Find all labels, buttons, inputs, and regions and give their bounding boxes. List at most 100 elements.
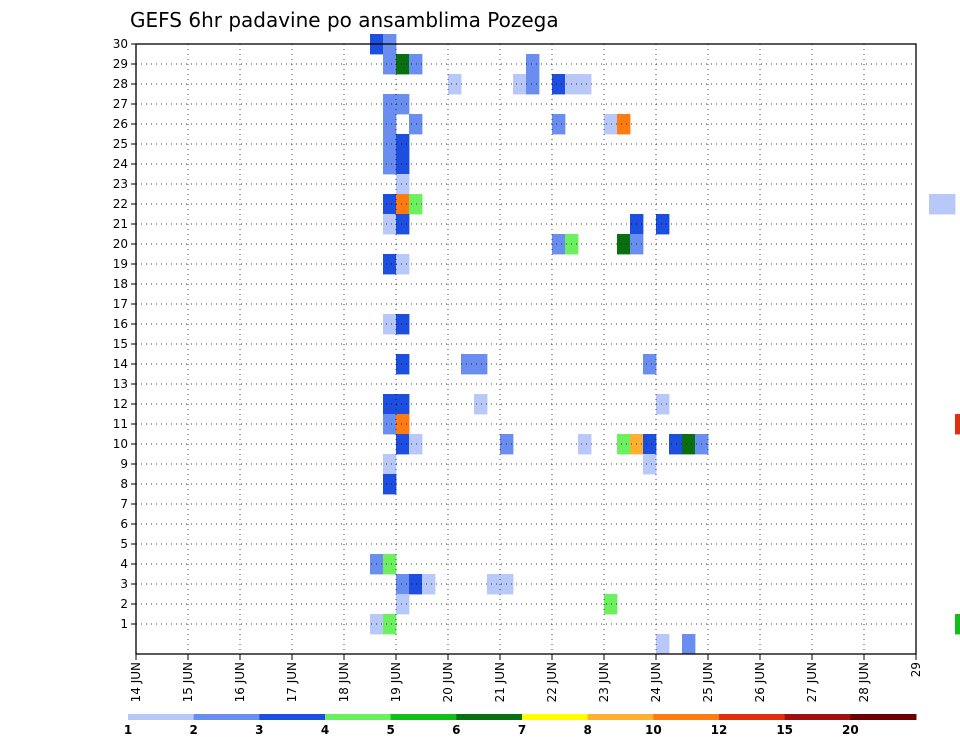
heatmap-cell [669,434,683,455]
heatmap-cell [656,394,670,415]
heatmap-cell [617,114,631,135]
grid-lines [136,44,916,654]
heatmap-cell [448,74,462,95]
colorbar-label: 10 [645,723,662,737]
colorbar-swatch [128,714,195,720]
x-tick-label: 21 JUN [493,662,507,702]
colorbar-swatch [719,714,786,720]
heatmap-cell [955,414,960,435]
heatmap-cell [526,54,540,75]
y-tick-label: 28 [113,77,128,91]
x-tick-label: 18 JUN [337,662,351,702]
heatmap-cell [643,434,657,455]
x-tick-label: 19 JUN [389,662,403,702]
heatmap-cell [513,74,527,95]
colorbar-label: 20 [842,723,859,737]
heatmap-cell [396,174,410,195]
heatmap-cell [526,74,540,95]
colorbar: 1 2 3 4 5 6 7 8 10 12 15 20 [124,714,917,737]
colorbar-label: 15 [776,723,793,737]
y-tick-label: 23 [113,177,128,191]
y-tick-label: 2 [120,597,128,611]
y-tick-label: 10 [113,437,128,451]
y-tick-label: 4 [120,557,128,571]
heatmap-cell [604,594,618,615]
y-tick-label: 15 [113,337,128,351]
x-tick-label: 27 JUN [805,662,819,702]
y-tick-label: 22 [113,197,128,211]
chart-title: GEFS 6hr padavine po ansamblima Pozega [130,8,559,32]
heatmap-cell [461,354,475,375]
y-tick-label: 5 [120,537,128,551]
heatmap-cell [396,214,410,235]
colorbar-label: 2 [189,723,197,737]
heatmap-cell [383,414,397,435]
x-axis: 14 JUN 15 JUN 16 JUN 17 JUN 18 JUN 19 JUN 20 J… [129,654,923,702]
heatmap-cell [643,454,657,475]
y-tick-label: 21 [113,217,128,231]
heatmap-cell [383,614,397,635]
heatmap-cell [409,194,423,215]
heatmap-cell [929,194,943,215]
colorbar-swatch [653,714,720,720]
y-tick-label: 26 [113,117,128,131]
heatmap-cell [396,94,410,115]
heatmap-cell [383,394,397,415]
heatmap-cell [604,114,618,135]
colorbar-swatch [193,714,260,720]
x-tick-label: 20 JUN [441,662,455,702]
x-tick-label: 15 JUN [181,662,195,702]
y-tick-label: 13 [113,377,128,391]
heatmap-cell [682,434,696,455]
heatmap-cell [396,354,410,375]
x-tick-label: 24 JUN [649,662,663,702]
heatmap-cell [643,354,657,375]
colorbar-label: 7 [518,723,526,737]
heatmap-cell [396,154,410,175]
y-tick-label: 27 [113,97,128,111]
y-tick-label: 29 [113,57,128,71]
heatmap-cell [383,94,397,115]
heatmap-cell [396,594,410,615]
y-axis: 1234567891011121314151617181920212223242… [113,37,136,631]
heatmap-cell [474,394,488,415]
colorbar-swatch [259,714,326,720]
colorbar-swatch [325,714,392,720]
heatmap-cell [487,574,501,595]
y-tick-label: 6 [120,517,128,531]
colorbar-label: 4 [321,723,329,737]
heatmap-cell [552,234,566,255]
y-tick-label: 1 [120,617,128,631]
heatmap-cell [396,194,410,215]
heatmap-cell [656,634,670,655]
heatmap-cell [383,454,397,475]
y-tick-label: 18 [113,277,128,291]
y-tick-label: 24 [113,157,128,171]
colorbar-label: 6 [452,723,460,737]
heatmap-cell [383,194,397,215]
heatmap-cell [396,254,410,275]
x-tick-label: 25 JUN [701,662,715,702]
y-tick-label: 12 [113,397,128,411]
heatmap-cell [617,434,631,455]
heatmap-cell [396,54,410,75]
colorbar-swatch [587,714,654,720]
heatmap-cell [396,434,410,455]
heatmap-cell [396,414,410,435]
heatmap-cell [383,474,397,495]
heatmap-cell [682,634,696,655]
x-tick-label: 22 JUN [545,662,559,702]
colorbar-label: 3 [255,723,263,737]
heatmap-cell [474,354,488,375]
heatmap-cell [383,114,397,135]
plot-frame [135,43,917,655]
x-tick-label: 16 JUN [233,662,247,702]
heatmap-cell [383,54,397,75]
x-tick-label: 17 JUN [285,662,299,702]
y-tick-label: 19 [113,257,128,271]
heatmap-cell [396,574,410,595]
heatmap-cell [383,134,397,155]
y-tick-label: 3 [120,577,128,591]
heatmap-cell [396,314,410,335]
